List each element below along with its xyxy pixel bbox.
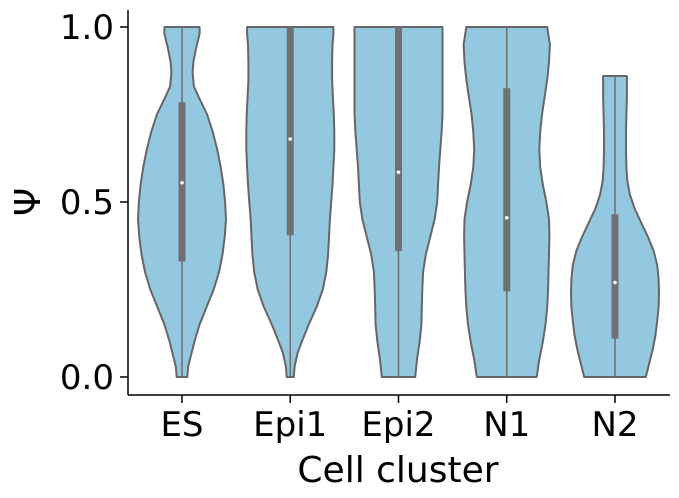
plot-area [137, 26, 660, 378]
x-tick-label-n1: N1 [483, 405, 530, 445]
iqr-box-n1 [503, 88, 511, 292]
median-dot-epi2 [396, 170, 401, 175]
iqr-box-epi1 [286, 27, 294, 236]
y-tick-label: 0.5 [60, 183, 114, 223]
y-axis-label: Ψ [8, 188, 49, 216]
x-ticks: ES Epi1 Epi2 N1 N2 [160, 395, 639, 445]
y-tick-label: 0.0 [60, 358, 114, 398]
x-tick-label-es: ES [160, 405, 203, 445]
x-tick-label-n2: N2 [591, 405, 638, 445]
y-tick-label: 1.0 [60, 8, 114, 48]
median-dot-epi1 [288, 137, 293, 141]
median-dot-n1 [504, 215, 509, 220]
x-tick-label-epi1: Epi1 [253, 405, 327, 445]
x-tick-label-epi2: Epi2 [361, 405, 435, 445]
iqr-box-epi2 [395, 27, 402, 251]
iqr-box-n2 [611, 214, 619, 339]
median-dot-n2 [613, 280, 617, 285]
median-dot-es [180, 180, 184, 185]
x-axis-label: Cell cluster [297, 450, 498, 491]
y-ticks: 0.0 0.5 1.0 [60, 8, 128, 398]
